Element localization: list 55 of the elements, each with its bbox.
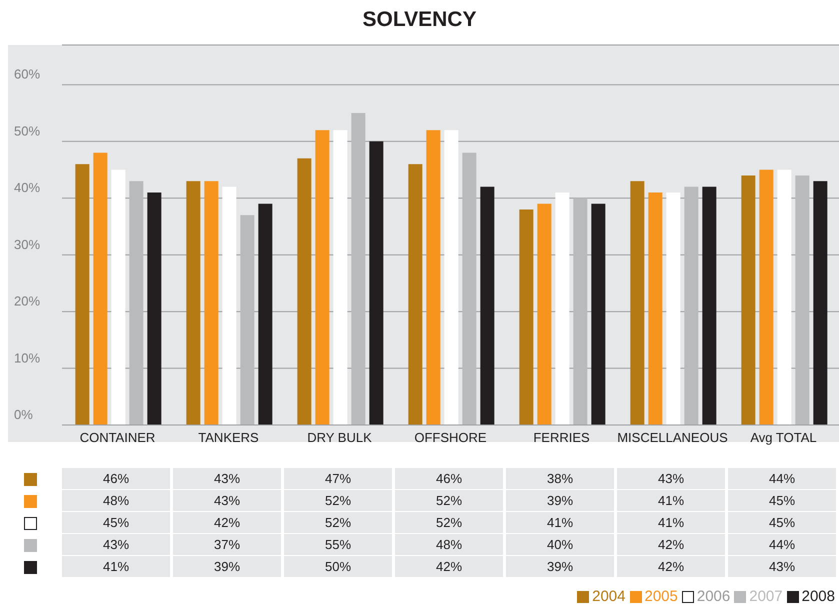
- y-tick-label: 60%: [14, 66, 40, 82]
- legend-label: 2005: [644, 588, 678, 605]
- legend-label: 2006: [696, 588, 730, 605]
- data-label: 43%: [62, 534, 170, 556]
- data-label: 45%: [728, 512, 836, 534]
- data-label: 52%: [395, 490, 503, 512]
- data-label: 39%: [173, 556, 281, 578]
- y-tick-label: 10%: [14, 350, 40, 366]
- data-label: 42%: [395, 556, 503, 578]
- data-label: 42%: [617, 534, 725, 556]
- data-label: 38%: [506, 468, 614, 490]
- data-label: 45%: [728, 490, 836, 512]
- x-tick-label: FERRIES: [533, 430, 590, 446]
- x-tick-label: Avg TOTAL: [750, 430, 817, 446]
- data-label: 45%: [62, 512, 170, 534]
- data-label: 55%: [284, 534, 392, 556]
- data-label: 48%: [395, 534, 503, 556]
- y-tick-label: 50%: [14, 123, 40, 138]
- legend-label: 2004: [591, 588, 626, 605]
- y-tick-label: 40%: [14, 180, 40, 196]
- data-label: 46%: [395, 468, 503, 490]
- data-label: 52%: [395, 512, 503, 534]
- x-tick-label: DRY BULK: [307, 430, 372, 446]
- data-label: 52%: [284, 490, 392, 512]
- data-label: 47%: [284, 468, 392, 490]
- data-label: 43%: [173, 468, 281, 490]
- data-label: 44%: [728, 468, 836, 490]
- data-label: 52%: [284, 512, 392, 534]
- data-label: 41%: [617, 512, 725, 534]
- data-label: 48%: [62, 490, 170, 512]
- chart-title: SOLVENCY: [362, 8, 478, 32]
- data-label: 39%: [506, 556, 614, 578]
- y-tick-label: 0%: [14, 407, 34, 422]
- data-label: 42%: [617, 556, 725, 578]
- x-tick-label: MISCELLANEOUS: [617, 430, 728, 446]
- data-label: 43%: [173, 490, 281, 512]
- data-label: 40%: [506, 534, 614, 556]
- legend-label: 2007: [748, 588, 783, 605]
- data-label: 50%: [284, 556, 392, 578]
- data-label: 42%: [173, 512, 281, 534]
- data-label: 43%: [728, 556, 836, 578]
- x-tick-label: CONTAINER: [80, 430, 156, 446]
- data-label: 46%: [62, 468, 170, 490]
- data-label: 37%: [173, 534, 281, 556]
- data-label: 41%: [506, 512, 614, 534]
- data-label: 43%: [617, 468, 725, 490]
- y-tick-label: 20%: [14, 294, 40, 309]
- x-tick-label: OFFSHORE: [414, 430, 487, 446]
- legend-label: 2008: [800, 588, 835, 605]
- data-label: 41%: [617, 490, 725, 512]
- y-tick-label: 30%: [14, 236, 40, 252]
- data-label: 39%: [506, 490, 614, 512]
- data-label: 41%: [62, 556, 170, 578]
- data-label: 44%: [728, 534, 836, 556]
- x-tick-label: TANKERS: [198, 430, 260, 446]
